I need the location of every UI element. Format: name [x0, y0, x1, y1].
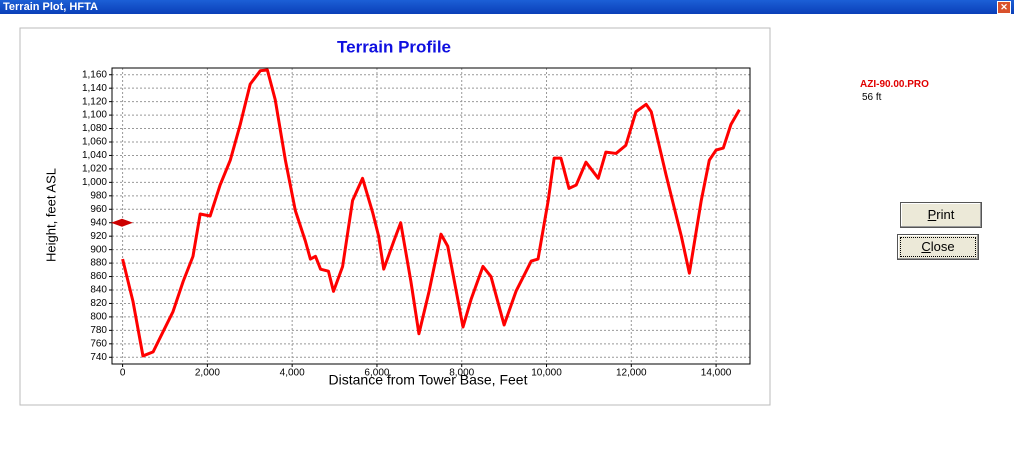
tower-marker [111, 218, 133, 227]
y-tick-label: 860 [90, 271, 107, 282]
chart-title: Terrain Profile [337, 37, 451, 56]
plot-frame [111, 67, 751, 365]
y-tick-label: 880 [90, 258, 107, 269]
y-tick-label: 780 [90, 325, 107, 336]
y-tick-label: 980 [90, 190, 107, 201]
x-tick-label: 0 [120, 368, 126, 379]
close-button[interactable]: Close [897, 234, 979, 260]
y-tick-label: 1,000 [82, 177, 107, 188]
y-tick-label: 1,080 [82, 123, 107, 134]
y-axis-label: Height, feet ASL [43, 168, 58, 262]
chart-panel [19, 27, 771, 406]
height-text: 56 ft [862, 92, 882, 103]
x-tick-label: 12,000 [616, 368, 647, 379]
x-tick-label: 14,000 [701, 368, 732, 379]
y-tick-label: 900 [90, 244, 107, 255]
close-icon[interactable]: ✕ [997, 1, 1011, 14]
y-tick-label: 960 [90, 204, 107, 215]
y-tick-label: 940 [90, 217, 107, 228]
y-tick-label: 1,100 [82, 110, 107, 121]
y-tick-label: 820 [90, 298, 107, 309]
file-name: AZI-90.00.PRO [860, 79, 929, 90]
x-tick-label: 6,000 [364, 368, 389, 379]
x-tick-label: 2,000 [195, 368, 220, 379]
y-tick-label: 740 [90, 352, 107, 363]
x-tick-label: 10,000 [531, 368, 562, 379]
y-tick-label: 1,120 [82, 96, 107, 107]
print-button[interactable]: Print [900, 202, 982, 228]
y-tick-label: 800 [90, 312, 107, 323]
y-tick-label: 1,040 [82, 150, 107, 161]
x-tick-label: 8,000 [449, 368, 474, 379]
y-tick-label: 1,020 [82, 164, 107, 175]
x-axis-label: Distance from Tower Base, Feet [329, 372, 528, 388]
y-tick-label: 1,140 [82, 83, 107, 94]
y-tick-label: 1,060 [82, 137, 107, 148]
y-tick-label: 760 [90, 338, 107, 349]
y-tick-label: 1,160 [82, 69, 107, 80]
title-bar: Terrain Plot, HFTA ✕ [0, 0, 1014, 14]
window-title: Terrain Plot, HFTA [3, 1, 98, 13]
terrain-line [121, 68, 741, 358]
y-tick-label: 920 [90, 231, 107, 242]
y-tick-label: 840 [90, 285, 107, 296]
x-tick-label: 4,000 [280, 368, 305, 379]
